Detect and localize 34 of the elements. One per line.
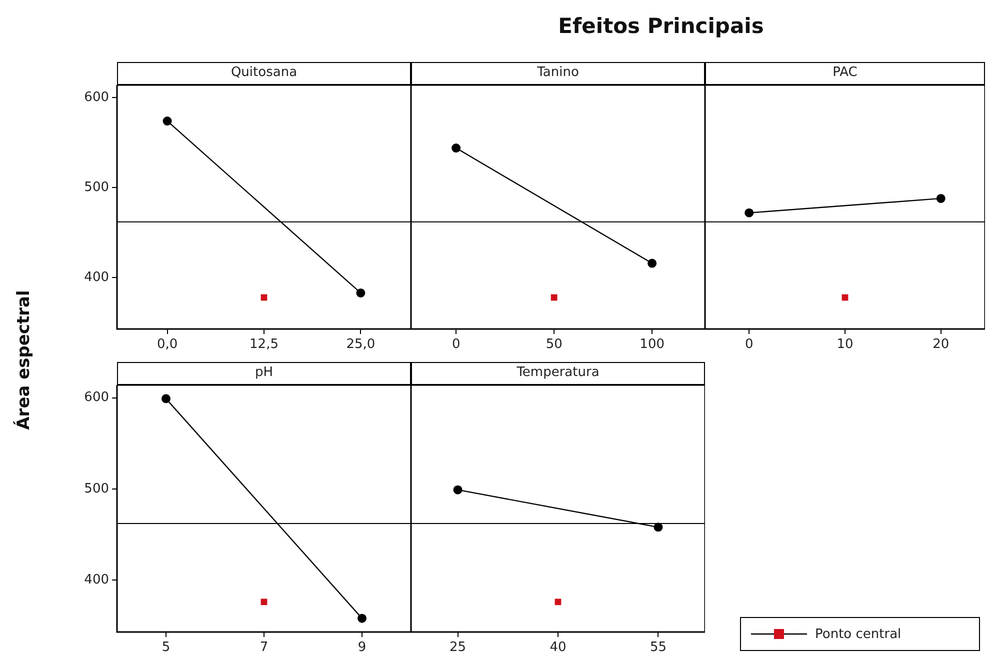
y-tick-label: 500 [84, 481, 109, 496]
x-tick-label: 10 [836, 337, 854, 352]
point [260, 598, 268, 606]
chart-title: Temperatura [411, 362, 705, 385]
y-tick-label: 600 [84, 390, 109, 406]
legend-label: Ponto central [815, 626, 902, 642]
x-tick-label: 50 [546, 337, 562, 352]
x-tick-label: 0,0 [156, 337, 178, 352]
x-tick-label: 55 [650, 640, 666, 656]
text: Efeitos Principais [557, 14, 765, 38]
point [162, 116, 172, 126]
x-tick-label: 40 [550, 640, 566, 656]
y-tick-label: 500 [84, 180, 109, 196]
point [358, 614, 366, 623]
x-tick-label: 25 [450, 640, 466, 656]
chart-title: Quitosana [117, 62, 411, 85]
point [162, 394, 170, 404]
x-tick-label: 25,0 [346, 337, 376, 352]
chart-title: pH [117, 362, 411, 385]
x-tick-label: 100 [640, 337, 664, 352]
y-tick-label: 600 [84, 90, 109, 105]
y-axis-title: Área espectral [14, 290, 34, 430]
x-tick-label: 0 [744, 337, 754, 352]
x-tick-label: 0 [452, 337, 460, 352]
chart-title: Tanino [411, 62, 705, 85]
x-tick-label: 7 [260, 640, 268, 656]
chart-title: PAC [705, 62, 985, 85]
x-tick-label: 20 [932, 337, 950, 352]
y-tick-label: 400 [84, 572, 109, 588]
x-tick-label: 5 [162, 640, 170, 656]
x-tick-label: 12,5 [250, 337, 278, 352]
point [356, 288, 366, 298]
y-tick-label: 400 [84, 270, 109, 286]
x-tick-label: 9 [358, 640, 366, 656]
